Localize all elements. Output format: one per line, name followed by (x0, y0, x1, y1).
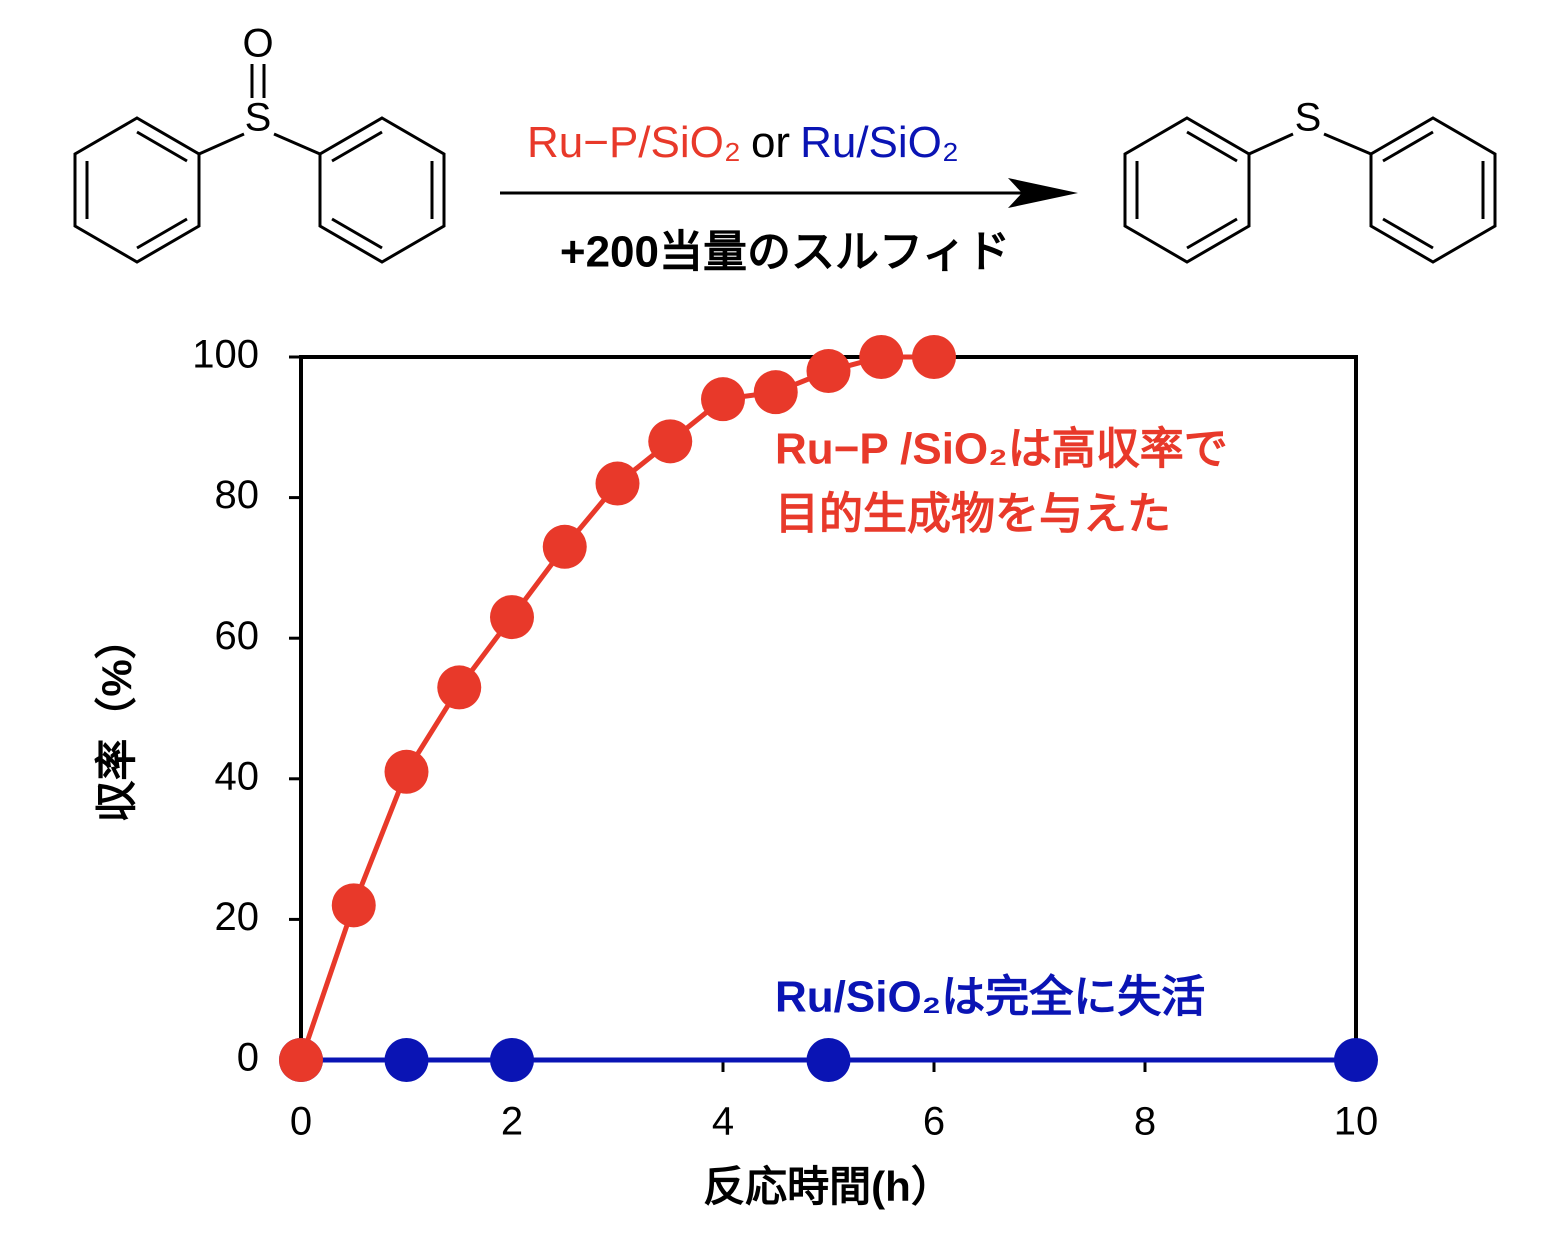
x-tick-label: 4 (712, 1100, 734, 1144)
data-point (806, 349, 851, 394)
x-axis-title: 反応時間(h） (703, 1163, 953, 1210)
y-tick-label: 80 (215, 473, 260, 517)
y-tick-label: 100 (192, 333, 259, 377)
annotation: Ru/SiO₂は完全に失活 (775, 972, 1205, 1022)
data-point (701, 377, 745, 422)
data-point (384, 1038, 429, 1082)
catalyst-part: Ru−P/SiO₂ (527, 118, 741, 167)
x-tick-label: 2 (501, 1100, 523, 1144)
x-tick-label: 10 (1334, 1100, 1379, 1144)
catalyst-part: or (751, 118, 790, 167)
y-tick-label: 40 (215, 754, 260, 798)
data-point (384, 749, 429, 794)
y-tick-label: 20 (215, 895, 260, 939)
annotation: Ru−P /SiO₂は高収率で (775, 425, 1228, 474)
data-point (806, 1038, 851, 1082)
annotation: 目的生成物を与えた (775, 490, 1171, 539)
x-tick-label: 6 (923, 1100, 945, 1144)
condition-label: +200当量のスルフィド (560, 228, 1010, 277)
product-structure: S (1123, 96, 1497, 264)
data-point (595, 461, 640, 506)
reaction-arrow (500, 178, 1078, 208)
reactant-structure: O S (73, 22, 446, 264)
data-point (331, 883, 376, 928)
data-point (542, 524, 587, 569)
data-point (490, 595, 534, 640)
x-tick-label: 0 (290, 1100, 312, 1144)
atom-label: S (1295, 96, 1322, 140)
y-tick-label: 60 (215, 614, 260, 658)
data-point (648, 419, 693, 464)
atom-label: S (245, 96, 272, 140)
catalyst-label: Ru−P/SiO₂ or Ru/SiO₂ (527, 118, 959, 167)
y-axis-title: 収率（%） (93, 617, 140, 822)
x-tick-label: 8 (1134, 1100, 1156, 1144)
data-point (912, 335, 956, 379)
catalyst-part: Ru/SiO₂ (800, 118, 959, 167)
atom-label: O (242, 22, 273, 66)
data-point (753, 370, 798, 415)
data-point (279, 1038, 323, 1082)
data-point (859, 335, 904, 379)
data-point (1334, 1038, 1378, 1082)
data-point (437, 665, 482, 710)
data-point (490, 1038, 534, 1082)
y-tick-label: 0 (237, 1036, 259, 1080)
